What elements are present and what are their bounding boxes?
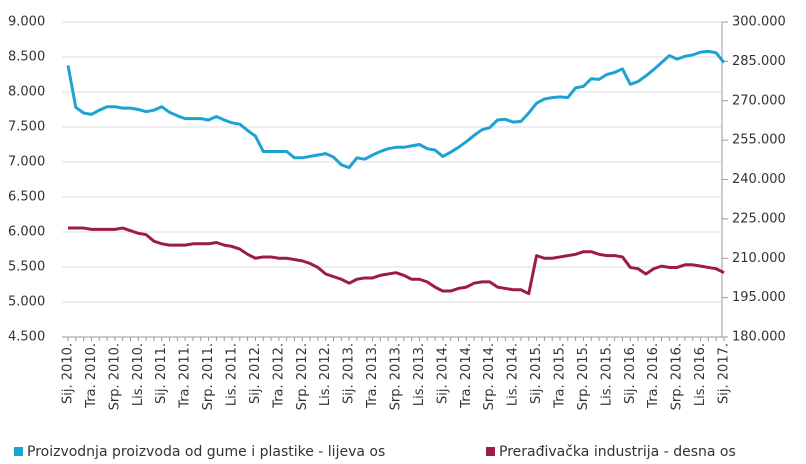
x-tick-label: Tra. 2010. [84, 343, 99, 409]
y-tick-label: 7.500 [8, 120, 45, 135]
y-tick-label: 4.500 [8, 330, 45, 345]
legend-swatch [14, 447, 23, 456]
y2-tick-label: 270.000 [732, 93, 786, 108]
y2-tick-label: 180.000 [732, 330, 786, 345]
y-tick-label: 7.000 [8, 155, 45, 170]
x-tick-label: Sij. 2014. [435, 343, 450, 404]
x-tick-label: Sij. 2015. [529, 343, 544, 404]
y-tick-label: 5.500 [8, 260, 45, 275]
x-tick-label: Tra. 2012. [271, 343, 286, 409]
x-tick-label: Sij. 2017. [717, 343, 732, 404]
x-tick-label: Lis. 2016. [693, 343, 708, 406]
x-tick-label: Srp. 2016. [670, 343, 685, 410]
legend-label: Prerađivačka industrija - desna os [499, 444, 736, 460]
x-tick-label: Srp. 2010. [107, 343, 122, 410]
y2-tick-label: 255.000 [732, 133, 786, 148]
series-line [68, 226, 725, 296]
y-tick-label: 9.000 [8, 15, 45, 30]
legend-label: Proizvodnja proizvoda od gume i plastike… [27, 444, 385, 460]
x-tick-label: Sij. 2016. [623, 343, 638, 404]
x-tick-label: Tra. 2014. [459, 343, 474, 409]
y2-tick-label: 240.000 [732, 172, 786, 187]
y2-tick-label: 285.000 [732, 54, 786, 69]
x-tick-label: Tra. 2013. [365, 343, 380, 409]
x-tick-label: Lis. 2011. [225, 343, 240, 406]
x-tick-label: Sij. 2013. [342, 343, 357, 404]
y2-tick-label: 210.000 [732, 251, 786, 266]
x-tick-label: Srp. 2011. [201, 343, 216, 410]
x-tick-label: Lis. 2013. [412, 343, 427, 406]
x-tick-label: Lis. 2014. [506, 343, 521, 406]
y-tick-label: 6.500 [8, 190, 45, 205]
x-tick-label: Tra. 2011. [178, 343, 193, 409]
x-tick-label: Lis. 2010. [131, 343, 146, 406]
legend-swatch [486, 447, 495, 456]
x-tick-label: Srp. 2015. [576, 343, 591, 410]
x-tick-label: Tra. 2015. [553, 343, 568, 409]
x-tick-label: Lis. 2012. [318, 343, 333, 406]
x-tick-label: Sij. 2012. [248, 343, 263, 404]
x-tick-label: Tra. 2016. [646, 343, 661, 409]
y-tick-label: 5.000 [8, 295, 45, 310]
y-tick-label: 8.500 [8, 50, 45, 65]
y2-tick-label: 195.000 [732, 290, 786, 305]
x-tick-label: Srp. 2013. [389, 343, 404, 410]
series-line [66, 49, 726, 170]
y2-tick-label: 225.000 [732, 211, 786, 226]
x-tick-label: Lis. 2015. [599, 343, 614, 406]
y-tick-label: 8.000 [8, 85, 45, 100]
y2-tick-label: 300.000 [732, 15, 786, 30]
y-tick-label: 6.000 [8, 225, 45, 240]
x-tick-label: Srp. 2014. [482, 343, 497, 410]
x-tick-label: Sij. 2011. [154, 343, 169, 404]
x-tick-label: Srp. 2012. [295, 343, 310, 410]
x-tick-label: Sij. 2010. [61, 343, 76, 404]
